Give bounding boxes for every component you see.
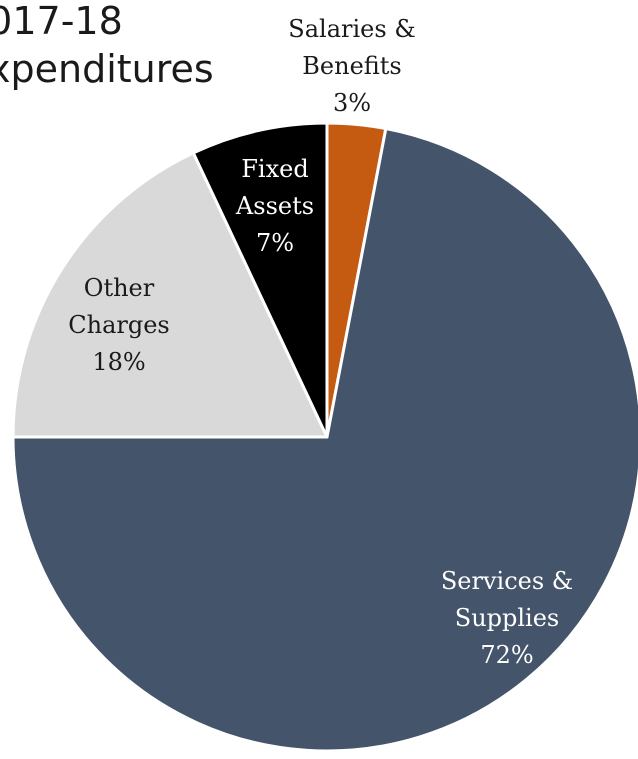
chart-title-line-2: Expenditures [0,47,214,91]
slice-label-fixed-assets: Fixed Assets 7% [235,155,314,257]
slice-label-other-charges: Other Charges 18% [68,274,169,376]
slice-label-line: Other [84,274,155,302]
chart-title-line-1: 2017-18 [0,0,123,43]
slice-label-salaries-benefits: Salaries & Benefits 3% [288,15,415,117]
slice-label-line: Assets [235,192,314,220]
slice-label-line: 72% [480,641,533,669]
slice-label-line: Supplies [455,604,560,632]
slice-label-line: Services & [441,567,573,595]
slice-label-line: Charges [68,311,169,339]
slice-label-line: 7% [256,229,294,257]
slice-label-line: Benefits [302,52,401,80]
pie-slice-services-supplies [11,127,638,753]
slice-label-line: Salaries & [288,15,415,43]
slice-label-line: Fixed [241,155,308,183]
slice-label-line: 18% [92,348,145,376]
pie-slice-other-charges [11,151,329,439]
slice-label-services-supplies: Services & Supplies 72% [441,567,573,669]
slice-label-line: 3% [333,89,371,117]
pie-slice-fixed-assets [191,121,329,439]
